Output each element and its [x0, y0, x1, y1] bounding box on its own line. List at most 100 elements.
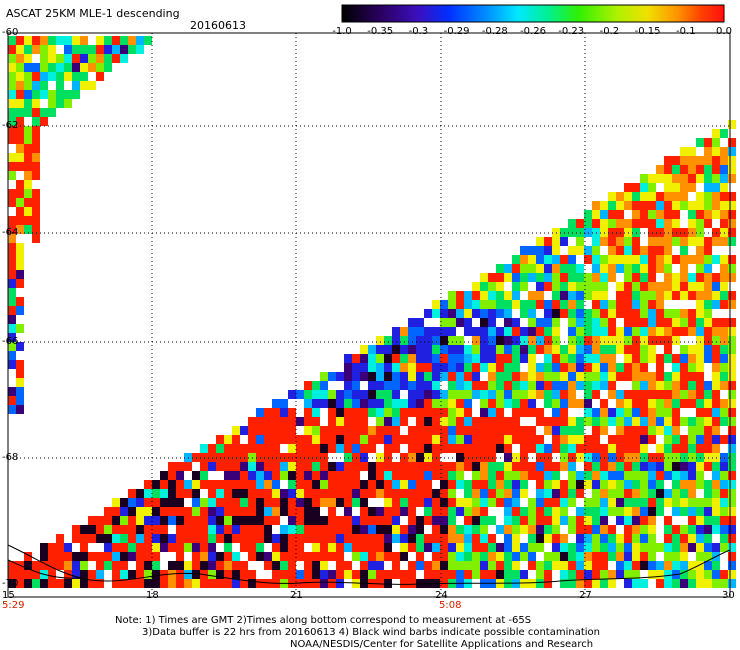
wind-cell	[568, 471, 576, 480]
wind-cell	[296, 435, 304, 444]
wind-cell	[224, 507, 232, 516]
wind-cell	[464, 498, 472, 507]
wind-cell	[120, 525, 128, 534]
wind-cell	[264, 579, 272, 588]
wind-cell	[696, 534, 704, 543]
wind-cell	[680, 273, 688, 282]
wind-cell	[648, 336, 656, 345]
wind-cell	[640, 381, 648, 390]
wind-cell	[704, 354, 712, 363]
wind-cell	[8, 135, 16, 144]
wind-cell	[320, 498, 328, 507]
wind-cell	[144, 36, 152, 45]
wind-cell	[360, 570, 368, 579]
wind-cell	[688, 507, 696, 516]
wind-cell	[488, 480, 496, 489]
wind-cell	[352, 471, 360, 480]
wind-cell	[648, 246, 656, 255]
wind-cell	[440, 390, 448, 399]
wind-cell	[272, 399, 280, 408]
wind-cell	[368, 363, 376, 372]
wind-cell	[464, 507, 472, 516]
wind-cell	[512, 300, 520, 309]
wind-cell	[640, 417, 648, 426]
wind-cell	[496, 354, 504, 363]
wind-cell	[496, 471, 504, 480]
wind-cell	[528, 291, 536, 300]
wind-cell	[40, 54, 48, 63]
wind-cell	[8, 108, 16, 117]
wind-cell	[720, 192, 728, 201]
wind-cell	[320, 426, 328, 435]
wind-cell	[560, 273, 568, 282]
wind-cell	[712, 156, 720, 165]
wind-cell	[8, 579, 16, 588]
wind-cell	[728, 156, 736, 165]
wind-cell	[432, 426, 440, 435]
wind-cell	[120, 543, 128, 552]
wind-cell	[712, 192, 720, 201]
wind-cell	[688, 534, 696, 543]
wind-cell	[520, 300, 528, 309]
wind-cell	[496, 543, 504, 552]
wind-cell	[648, 345, 656, 354]
wind-cell	[8, 561, 16, 570]
wind-cell	[672, 282, 680, 291]
wind-cell	[472, 498, 480, 507]
wind-cell	[128, 45, 136, 54]
wind-cell	[712, 363, 720, 372]
wind-cell	[544, 381, 552, 390]
wind-cell	[232, 507, 240, 516]
wind-cell	[632, 219, 640, 228]
wind-cell	[528, 300, 536, 309]
latitude-label: -62	[2, 120, 19, 131]
wind-cell	[544, 309, 552, 318]
wind-cell	[184, 489, 192, 498]
wind-cell	[704, 390, 712, 399]
wind-cell	[512, 318, 520, 327]
wind-cell	[360, 498, 368, 507]
wind-cell	[568, 390, 576, 399]
wind-cell	[552, 300, 560, 309]
wind-cell	[464, 354, 472, 363]
wind-cell	[48, 561, 56, 570]
wind-cell	[200, 471, 208, 480]
wind-cell	[96, 516, 104, 525]
wind-cell	[272, 543, 280, 552]
wind-cell	[600, 579, 608, 588]
wind-cell	[536, 561, 544, 570]
wind-cell	[704, 282, 712, 291]
wind-cell	[704, 219, 712, 228]
wind-cell	[688, 318, 696, 327]
wind-cell	[8, 324, 16, 333]
wind-cell	[656, 372, 664, 381]
wind-cell	[576, 507, 584, 516]
wind-cell	[704, 543, 712, 552]
wind-cell	[568, 354, 576, 363]
wind-cell	[688, 462, 696, 471]
wind-cell	[536, 435, 544, 444]
wind-cell	[664, 471, 672, 480]
wind-cell	[504, 354, 512, 363]
wind-cell	[416, 381, 424, 390]
wind-cell	[376, 435, 384, 444]
wind-cell	[648, 174, 656, 183]
wind-cell	[208, 534, 216, 543]
wind-cell	[552, 336, 560, 345]
wind-cell	[672, 435, 680, 444]
wind-cell	[416, 561, 424, 570]
wind-cell	[56, 81, 64, 90]
wind-cell	[456, 336, 464, 345]
wind-cell	[696, 516, 704, 525]
wind-cell	[312, 534, 320, 543]
coastline-2	[7, 559, 81, 579]
wind-cell	[96, 36, 104, 45]
wind-cell	[680, 444, 688, 453]
wind-cell	[152, 516, 160, 525]
wind-cell	[496, 390, 504, 399]
wind-cell	[616, 255, 624, 264]
wind-cell	[648, 480, 656, 489]
wind-cell	[400, 345, 408, 354]
wind-cell	[232, 480, 240, 489]
wind-cell	[456, 345, 464, 354]
